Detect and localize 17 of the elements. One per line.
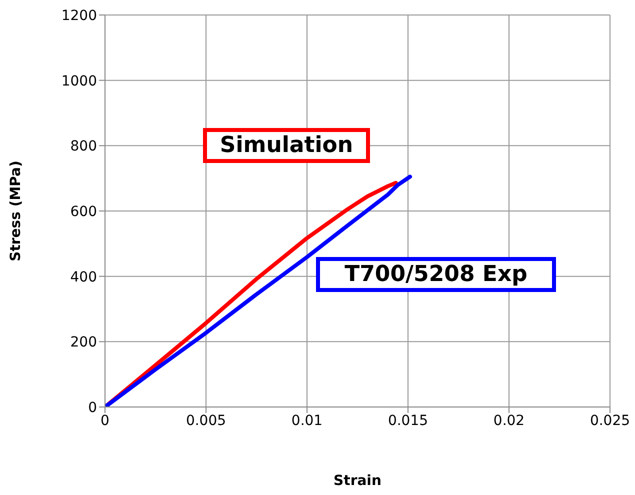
series-label: T700/5208 Exp	[316, 257, 556, 292]
x-tick-label: 0.02	[493, 412, 525, 429]
x-tick-label: 0.025	[590, 412, 630, 429]
y-axis-title: Stress (MPa)	[8, 160, 24, 262]
x-axis-title: Strain	[334, 473, 382, 489]
y-tick-label: 200	[70, 334, 97, 351]
y-tick-label: 1000	[61, 73, 97, 90]
x-tick-label: 0.005	[186, 412, 226, 429]
y-tick-label: 800	[70, 138, 97, 155]
series-label: Simulation	[203, 128, 370, 163]
x-tick-label: 0.015	[388, 412, 428, 429]
y-tick-label: 1200	[61, 8, 97, 24]
y-tick-label: 0	[88, 400, 97, 416]
x-tick-label: 0	[100, 412, 110, 429]
y-tick-label: 600	[70, 204, 97, 220]
x-tick-label: 0.01	[291, 412, 323, 429]
y-tick-label: 400	[70, 269, 97, 286]
